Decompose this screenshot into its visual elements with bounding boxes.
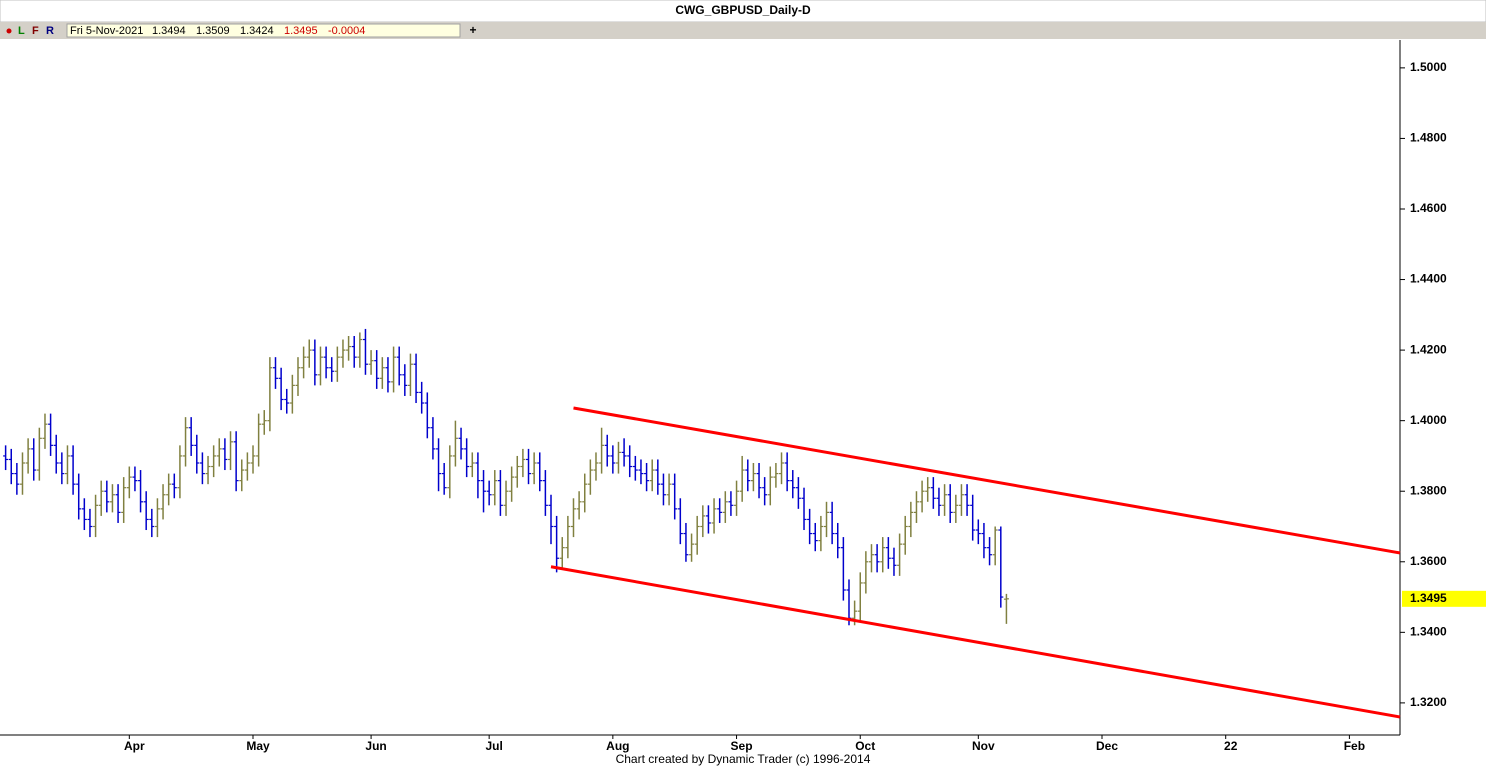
x-tick-label: Sep (731, 739, 753, 753)
x-tick-label: May (246, 739, 270, 753)
y-tick-label: 1.4800 (1410, 131, 1447, 145)
x-tick-label: Nov (972, 739, 995, 753)
add-button[interactable]: + (469, 23, 476, 37)
x-tick-label: Aug (606, 739, 629, 753)
marker-l[interactable]: L (18, 25, 25, 37)
quote-high: 1.3509 (196, 25, 230, 37)
x-tick-label: Oct (855, 739, 875, 753)
y-tick-label: 1.4400 (1410, 272, 1447, 286)
quote-box (66, 23, 461, 38)
y-tick-label: 1.4000 (1410, 413, 1447, 427)
quote-close: 1.3495 (284, 25, 318, 37)
last-price-box (1402, 590, 1486, 607)
trendline (550, 565, 1401, 719)
x-tick-label: Jul (485, 739, 502, 753)
trendline (573, 406, 1401, 555)
y-tick-label: 1.3600 (1410, 554, 1447, 568)
y-tick-label: 1.5000 (1410, 60, 1447, 74)
y-tick-label: 1.3400 (1410, 625, 1447, 639)
x-tick-label: Jun (365, 739, 386, 753)
x-tick-label: Apr (124, 739, 145, 753)
chart-title: CWG_GBPUSD_Daily-D (675, 3, 811, 17)
marker-r[interactable]: R (46, 25, 54, 37)
y-tick-label: 1.3200 (1410, 695, 1447, 709)
status-dot (6, 28, 12, 34)
last-price-label: 1.3495 (1410, 591, 1447, 605)
x-tick-label: 22 (1224, 739, 1238, 753)
caption: Chart created by Dynamic Trader (c) 1996… (616, 752, 871, 766)
y-tick-label: 1.4600 (1410, 201, 1447, 215)
y-tick-label: 1.4200 (1410, 342, 1447, 356)
y-tick-label: 1.3800 (1410, 483, 1447, 497)
quote-date: Fri 5-Nov-2021 (70, 25, 143, 37)
quote-change: -0.0004 (328, 25, 365, 37)
quote-open: 1.3494 (152, 25, 186, 37)
x-tick-label: Dec (1096, 739, 1118, 753)
x-tick-label: Feb (1344, 739, 1365, 753)
quote-low: 1.3424 (240, 25, 274, 37)
marker-f[interactable]: F (32, 25, 39, 37)
